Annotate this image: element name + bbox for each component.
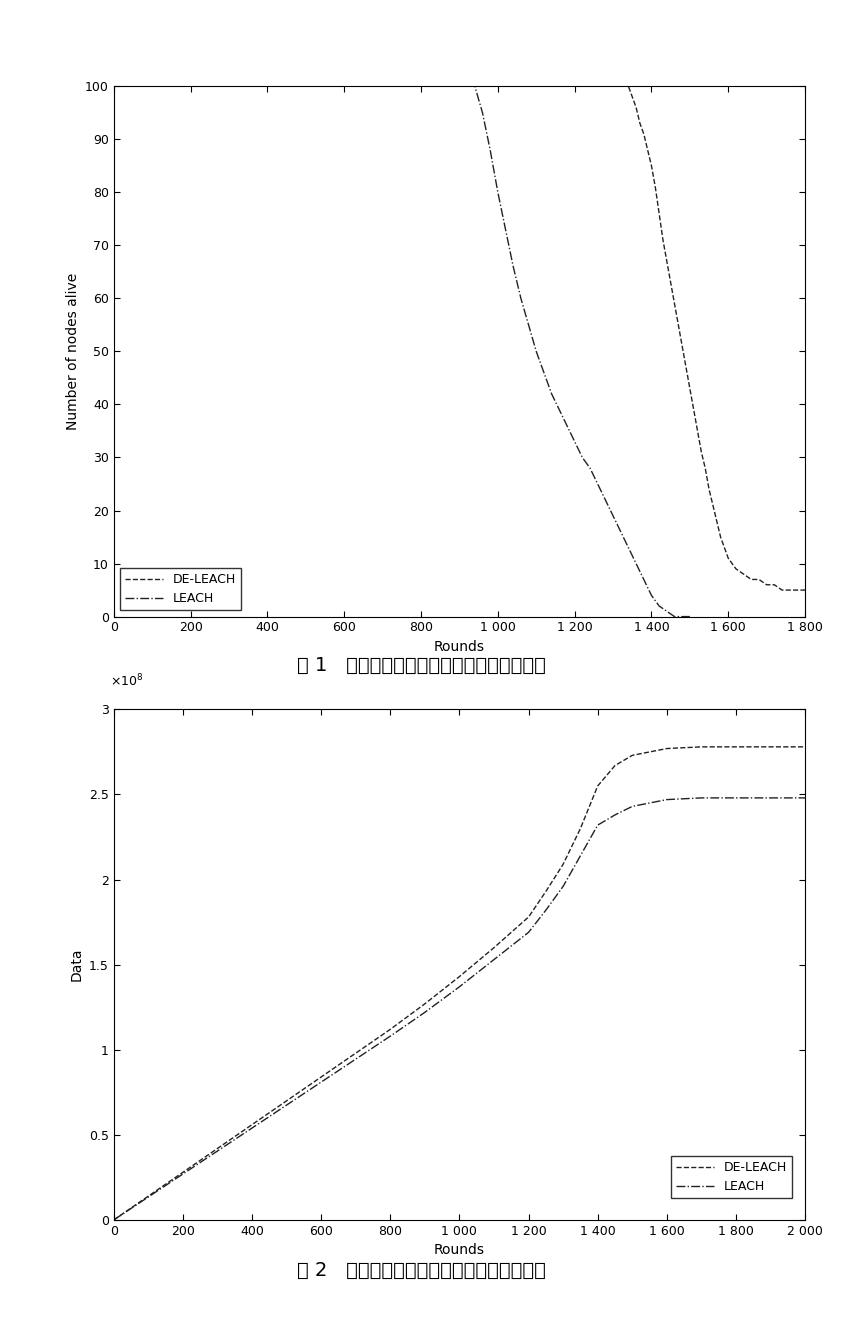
Text: 图 2   完全不融合采集数据量随轮次变化曲线: 图 2 完全不融合采集数据量随轮次变化曲线 bbox=[297, 1261, 546, 1280]
Y-axis label: Number of nodes alive: Number of nodes alive bbox=[66, 273, 79, 430]
Text: $\times10^{8}$: $\times10^{8}$ bbox=[110, 672, 144, 690]
Legend: DE-LEACH, LEACH: DE-LEACH, LEACH bbox=[671, 1156, 792, 1199]
Text: 图 1   完全不融合存活节点数随轮次变化曲线: 图 1 完全不融合存活节点数随轮次变化曲线 bbox=[297, 656, 546, 675]
X-axis label: Rounds: Rounds bbox=[434, 640, 485, 654]
Legend: DE-LEACH, LEACH: DE-LEACH, LEACH bbox=[120, 568, 241, 610]
Y-axis label: Data: Data bbox=[69, 948, 83, 981]
X-axis label: Rounds: Rounds bbox=[434, 1244, 485, 1257]
